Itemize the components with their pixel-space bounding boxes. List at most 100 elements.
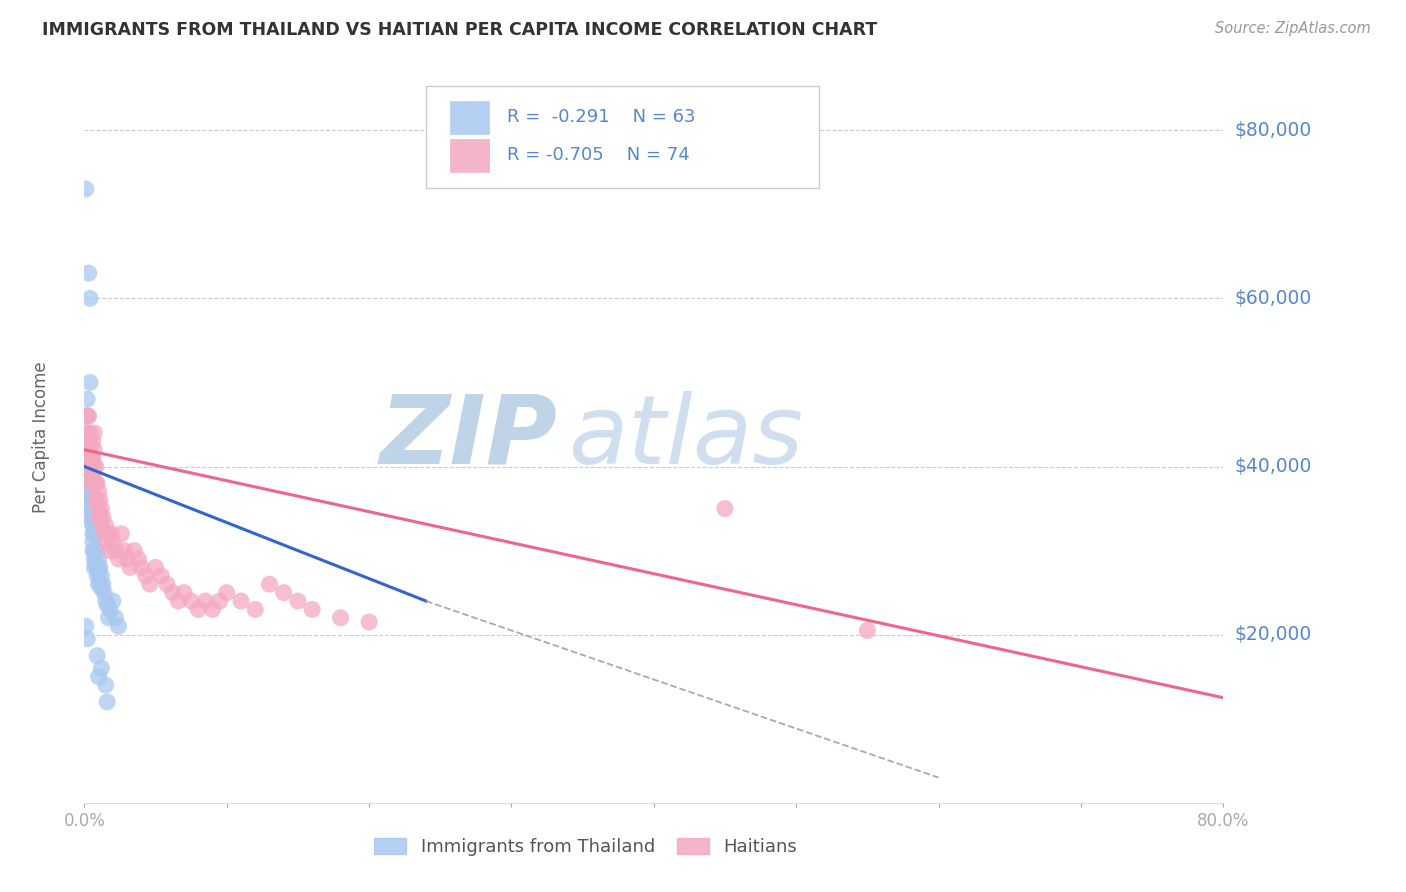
Point [127,552,149,566]
Point [90,569,112,583]
Point [75,182,97,196]
Point [82,543,104,558]
Point [91,577,114,591]
Point [167,594,190,608]
Point [135,569,157,583]
Point [89,493,111,508]
Text: $40,000: $40,000 [1234,457,1312,476]
Point [79,459,101,474]
Point [76,632,98,646]
Point [714,501,737,516]
Text: R =  -0.291    N = 63: R = -0.291 N = 63 [508,109,696,127]
Point [82,510,104,524]
Point [86,476,108,491]
Point [94,678,117,692]
Text: IMMIGRANTS FROM THAILAND VS HAITIAN PER CAPITA INCOME CORRELATION CHART: IMMIGRANTS FROM THAILAND VS HAITIAN PER … [42,21,877,39]
Point [301,602,323,616]
Point [93,585,115,599]
Point [359,615,381,629]
Point [187,602,209,616]
Point [89,510,111,524]
Point [76,409,98,423]
Point [86,648,108,663]
Point [84,459,107,474]
Point [83,459,105,474]
Point [77,409,100,423]
Point [80,476,103,491]
Point [82,493,104,508]
Point [87,552,110,566]
Point [82,518,104,533]
Point [83,425,105,440]
Point [86,543,108,558]
Point [96,599,118,613]
Point [76,425,98,440]
Point [87,510,110,524]
Point [84,543,107,558]
Point [215,585,238,599]
Point [107,619,129,633]
Point [83,552,105,566]
Point [75,619,97,633]
Point [90,501,112,516]
Point [112,543,135,558]
Point [101,594,124,608]
Point [79,442,101,457]
Point [80,451,103,466]
Point [98,543,121,558]
Point [82,526,104,541]
Text: $80,000: $80,000 [1234,120,1312,140]
Point [87,670,110,684]
Point [97,526,120,541]
Point [76,442,98,457]
Point [76,425,98,440]
Point [84,476,107,491]
Point [89,577,111,591]
FancyBboxPatch shape [450,139,489,171]
Point [94,594,117,608]
Point [229,594,252,608]
Point [86,560,108,574]
Point [79,497,101,511]
Point [150,569,173,583]
FancyBboxPatch shape [426,86,818,188]
Point [93,526,115,541]
Text: Source: ZipAtlas.com: Source: ZipAtlas.com [1215,21,1371,37]
Point [80,484,103,499]
Point [84,526,107,541]
Point [83,560,105,574]
Point [77,442,100,457]
Point [287,594,309,608]
Point [86,493,108,508]
Text: atlas: atlas [568,391,803,483]
Point [856,624,879,638]
Point [90,582,112,596]
Point [110,526,132,541]
Point [80,514,103,528]
Point [87,484,110,499]
Point [91,510,114,524]
Point [79,493,101,508]
Text: ZIP: ZIP [380,391,557,483]
Point [84,493,107,508]
Point [82,535,104,549]
Point [77,434,100,449]
Point [180,594,202,608]
Point [131,560,153,574]
Point [77,451,100,466]
Point [139,577,162,591]
Point [80,493,103,508]
Point [97,611,120,625]
Point [79,376,101,390]
Legend: Immigrants from Thailand, Haitians: Immigrants from Thailand, Haitians [367,830,804,863]
Point [80,510,103,524]
Point [94,518,117,533]
Point [96,695,118,709]
Text: Per Capita Income: Per Capita Income [32,361,51,513]
Point [83,476,105,491]
Point [79,425,101,440]
Point [83,543,105,558]
Point [80,467,103,482]
Point [82,434,104,449]
Point [89,560,111,574]
